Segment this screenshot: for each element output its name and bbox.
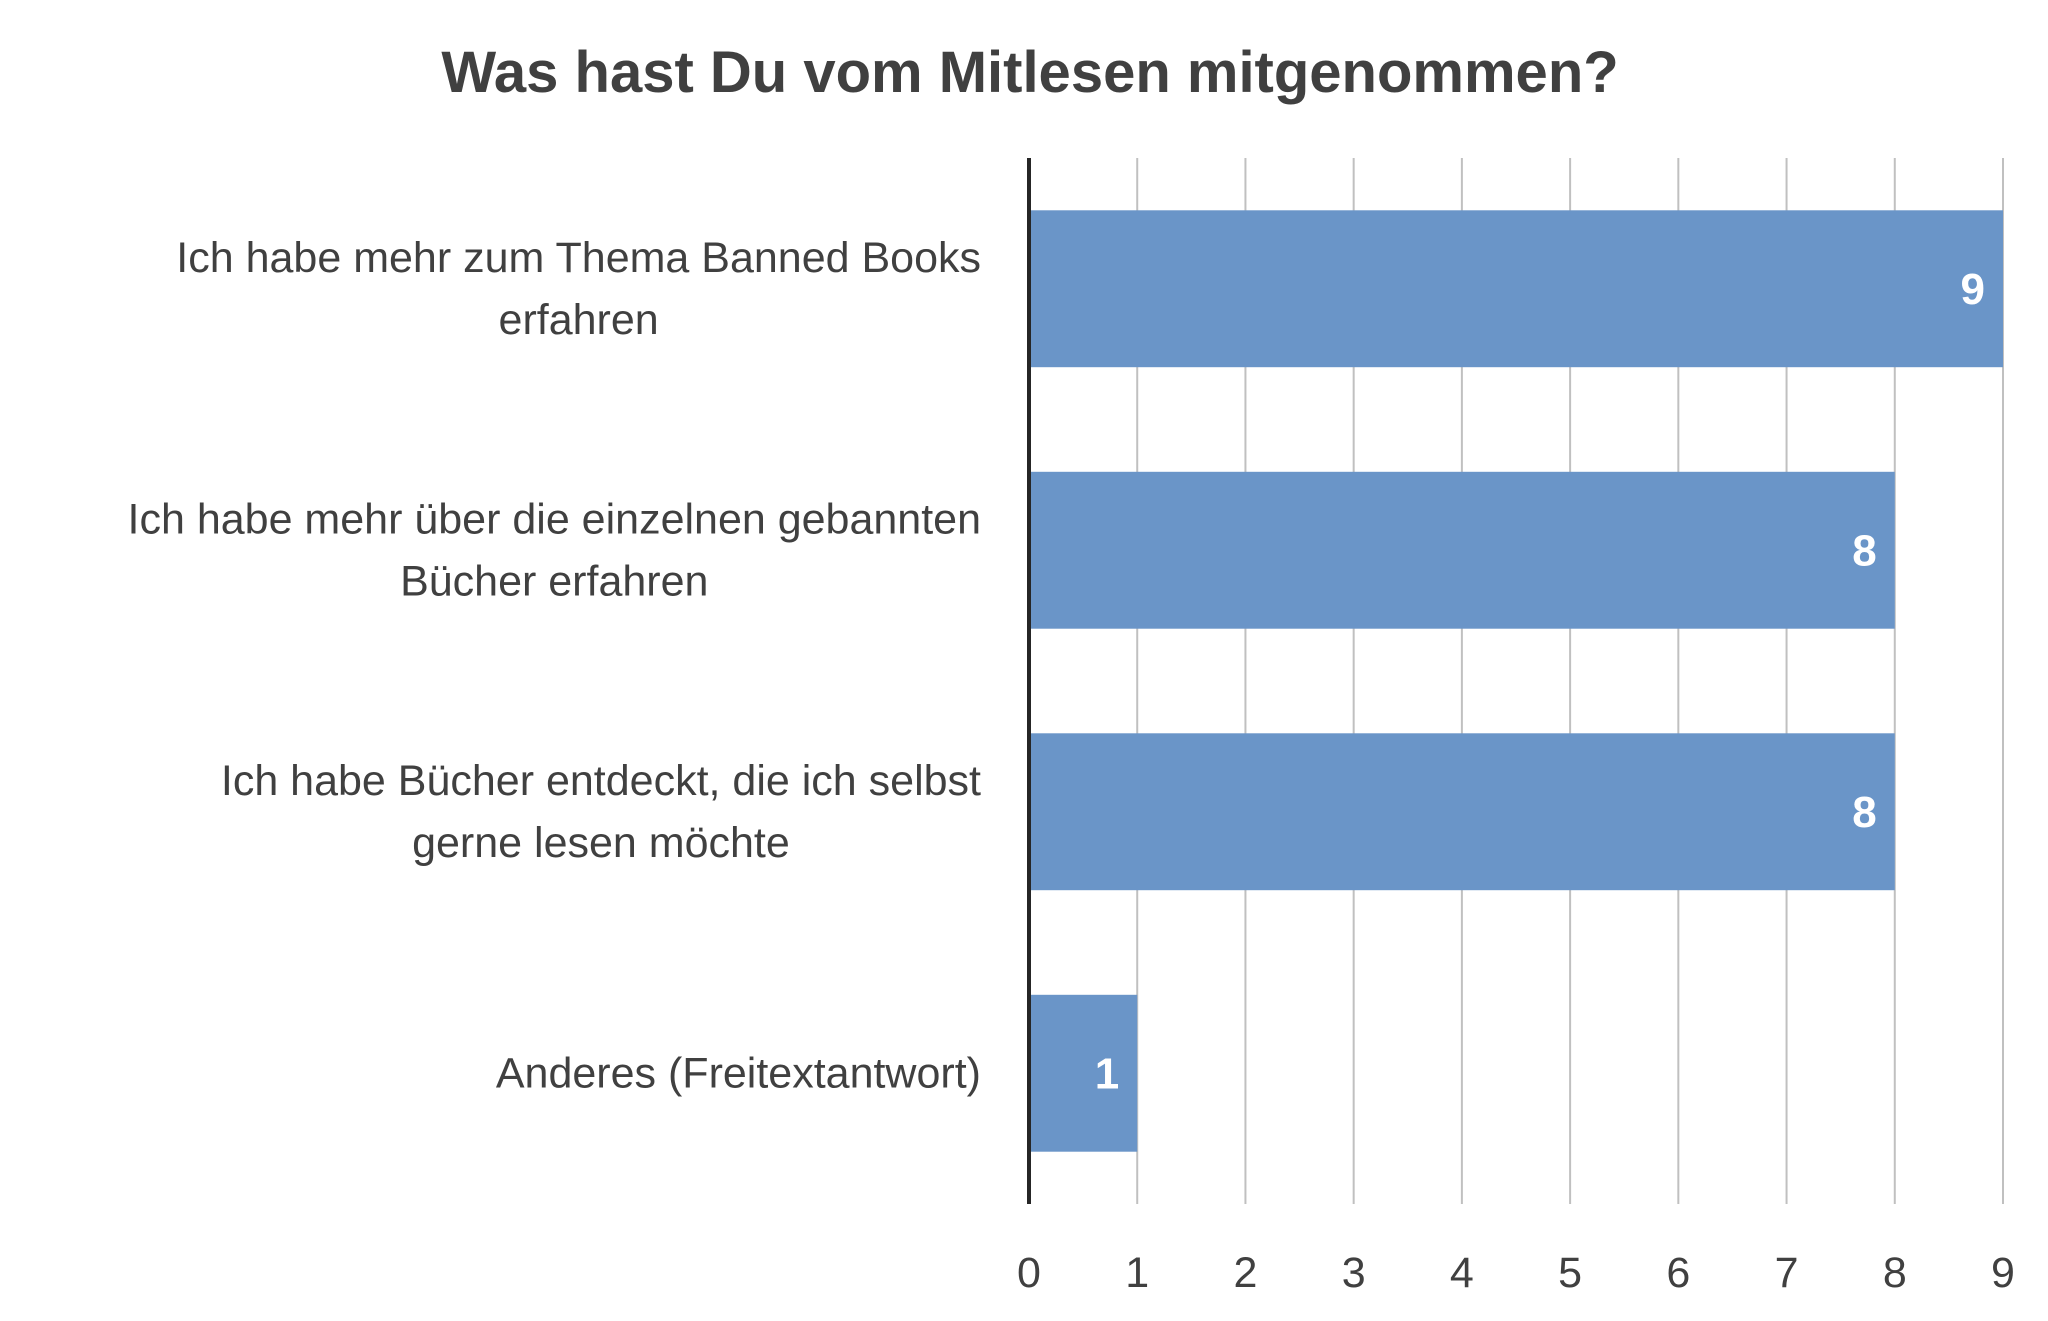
- chart-title: Was hast Du vom Mitlesen mitgenommen?: [441, 40, 1618, 105]
- category-label-line: Ich habe mehr über die einzelnen gebannt…: [128, 495, 981, 543]
- category-label: Ich habe Bücher entdeckt, die ich selbst…: [221, 757, 981, 867]
- x-tick-label: 4: [1450, 1249, 1474, 1297]
- category-label-line: Bücher erfahren: [400, 557, 708, 605]
- x-tick-label: 8: [1883, 1249, 1907, 1297]
- bar: [1029, 210, 2003, 368]
- x-tick-label: 2: [1233, 1249, 1257, 1297]
- x-tick-label: 0: [1017, 1249, 1041, 1297]
- category-label: Anderes (Freitextantwort): [496, 1049, 981, 1097]
- category-label-line: Anderes (Freitextantwort): [496, 1049, 981, 1097]
- data-label: 1: [1095, 1049, 1119, 1098]
- category-label-line: Ich habe Bücher entdeckt, die ich selbst: [221, 757, 981, 805]
- category-label: Ich habe mehr zum Thema Banned Books erfa…: [176, 234, 981, 344]
- data-label: 8: [1852, 526, 1876, 575]
- bar: [1029, 733, 1895, 891]
- x-tick-label: 7: [1775, 1249, 1799, 1297]
- category-label-line: Ich habe mehr zum Thema Banned Books: [176, 234, 981, 282]
- data-label: 9: [1961, 265, 1985, 314]
- category-label: Ich habe mehr über die einzelnen gebannt…: [128, 495, 981, 605]
- data-label: 8: [1852, 788, 1876, 837]
- bar: [1029, 994, 1138, 1152]
- category-label-line: erfahren: [499, 296, 659, 344]
- x-tick-label: 1: [1125, 1249, 1149, 1297]
- x-tick-label: 6: [1666, 1249, 1690, 1297]
- bars: [1029, 210, 2003, 1152]
- bar: [1029, 471, 1895, 629]
- x-tick-label: 3: [1342, 1249, 1366, 1297]
- x-tick-label: 5: [1558, 1249, 1582, 1297]
- labels: 0 1 2 3 4 5 6 7 8 9 9 Ich habe mehr zum Thema Banne…: [128, 234, 2015, 1297]
- category-label-line: gerne lesen möchte: [412, 819, 790, 867]
- x-tick-label: 9: [1991, 1249, 2015, 1297]
